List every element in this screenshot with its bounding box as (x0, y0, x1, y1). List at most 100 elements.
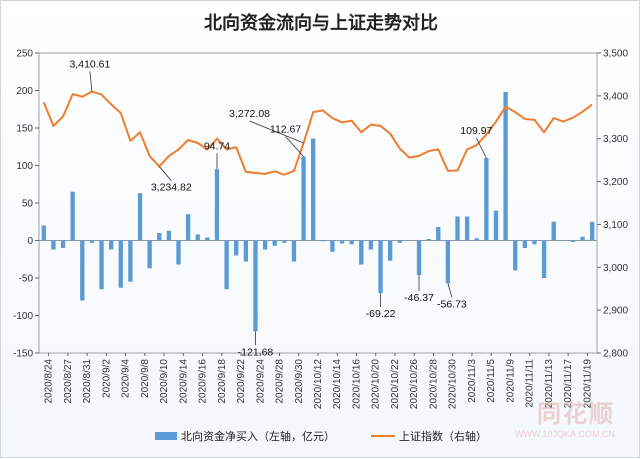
annotation-label: 94.74 (204, 140, 230, 152)
x-tick-label: 2020/11/9 (505, 359, 516, 403)
bar (157, 233, 162, 241)
bar (272, 240, 277, 246)
bar (205, 237, 210, 241)
bar (262, 240, 268, 250)
x-tick-label: 2020/8/24 (44, 359, 55, 404)
bar (378, 240, 383, 293)
x-tick-label: 2020/10/16 (351, 359, 362, 409)
y-left-tick-label: -100 (13, 311, 33, 322)
y-left-tick-label: 100 (16, 161, 33, 172)
index-line (42, 90, 593, 176)
y-right-tick-label: 2,800 (603, 349, 628, 360)
x-tick-label: 2020/10/14 (332, 359, 343, 409)
bar (474, 238, 479, 241)
bar (455, 216, 460, 241)
bar (234, 240, 239, 256)
x-tick-label: 2020/11/17 (563, 359, 574, 409)
annotation-label: 112.67 (270, 124, 301, 136)
watermark-url: WWW.10JQKA.COM.CN (514, 429, 615, 439)
bar (551, 221, 556, 241)
bar (243, 240, 249, 262)
bar (407, 240, 412, 241)
bar (80, 240, 85, 301)
chart-title: 北向资金流向与上证走势对比 (204, 13, 438, 33)
watermark-logo: 同花顺 WWW.10JQKA.COM.CN (515, 394, 615, 439)
bar (570, 240, 576, 242)
x-tick-label: 2020/10/20 (371, 359, 382, 409)
y-left-tick-label: 250 (16, 49, 33, 60)
bar (282, 240, 287, 243)
x-tick-label: 2020/10/22 (390, 359, 401, 409)
bar (503, 92, 508, 241)
x-tick-label: 2020/9/30 (294, 359, 305, 404)
y-right-tick-label: 3,300 (603, 134, 628, 145)
y-left-tick-label: 200 (16, 86, 33, 97)
annotation-label: 3,234.82 (151, 182, 192, 194)
bar (70, 191, 75, 241)
bar (195, 234, 200, 241)
bar (128, 240, 133, 282)
x-tick-label: 2020/10/26 (409, 359, 420, 409)
y-right-tick-label: 3,200 (603, 177, 628, 188)
bar (522, 240, 528, 248)
x-tick-label: 2020/11/13 (544, 359, 555, 409)
x-tick-label: 2020/9/8 (140, 359, 151, 398)
y-right-tick-label: 2,900 (603, 306, 628, 317)
bar (541, 240, 547, 278)
bar (147, 240, 152, 269)
bar (580, 236, 585, 241)
bar (387, 240, 393, 261)
y-right-tick-label: 3,500 (603, 49, 628, 60)
y-right-tick-label: 3,400 (603, 91, 628, 102)
x-tick-label: 2020/11/19 (582, 359, 593, 409)
x-tick-label: 2020/9/24 (255, 359, 266, 404)
y-right-tick-label: 3,100 (603, 220, 628, 231)
annotation-label: -69.22 (366, 308, 396, 320)
bar (359, 240, 364, 265)
bar (89, 240, 95, 243)
y-left-tick-label: -50 (19, 274, 34, 285)
bar (397, 240, 402, 243)
annotation-label: -46.37 (404, 292, 434, 304)
y-left-tick-label: 0 (27, 236, 33, 247)
x-tick-label: 2020/11/3 (467, 359, 478, 403)
bar (137, 193, 143, 241)
bar (51, 240, 56, 250)
legend-label-line: 上证指数（右轴） (399, 429, 487, 443)
annotation-leader (89, 71, 93, 92)
x-tick-label: 2020/9/10 (159, 359, 170, 404)
x-tick-label: 2020/9/4 (121, 359, 132, 398)
bar (484, 158, 489, 241)
bar (166, 230, 172, 241)
y-left-tick-label: 150 (16, 124, 33, 135)
bar (185, 214, 191, 241)
annotation-leader (476, 137, 487, 159)
bar (41, 225, 46, 241)
bar (108, 240, 114, 250)
bar (291, 240, 297, 262)
bar (320, 240, 325, 242)
annotation-label: 3,272.08 (229, 108, 270, 120)
bar (349, 240, 354, 245)
x-tick-label: 2020/9/28 (275, 359, 286, 404)
bar (224, 240, 229, 290)
legend-label-bar: 北向资金净买入（左轴，亿元） (181, 429, 335, 443)
bar (339, 240, 345, 244)
x-tick-label: 2020/9/14 (178, 359, 189, 404)
bar (513, 240, 518, 271)
y-left-tick-label: 50 (22, 199, 34, 210)
x-tick-label: 2020/9/22 (236, 359, 247, 404)
legend-swatch-bar (155, 432, 177, 440)
bar (416, 240, 422, 275)
x-tick-label: 2020/8/31 (82, 359, 93, 404)
bar (99, 240, 104, 290)
x-tick-label: 2020/10/12 (313, 359, 324, 409)
annotation-label: -56.73 (437, 298, 467, 310)
x-tick-label: 2020/10/28 (428, 359, 439, 409)
x-tick-label: 2020/10/30 (448, 359, 459, 409)
bar (532, 240, 537, 245)
x-tick-label: 2020/9/18 (217, 359, 228, 404)
bar (493, 210, 499, 241)
y-left-tick-label: -150 (13, 349, 33, 360)
